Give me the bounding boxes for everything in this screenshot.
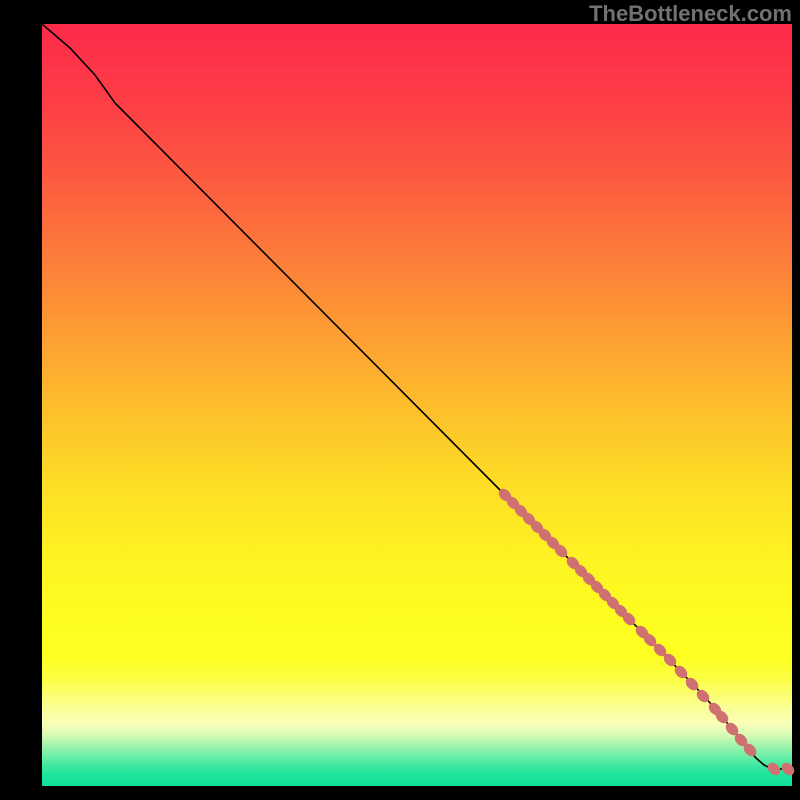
plot-background [42, 24, 792, 786]
chart-root: TheBottleneck.com [0, 0, 800, 800]
watermark-label: TheBottleneck.com [589, 1, 792, 27]
